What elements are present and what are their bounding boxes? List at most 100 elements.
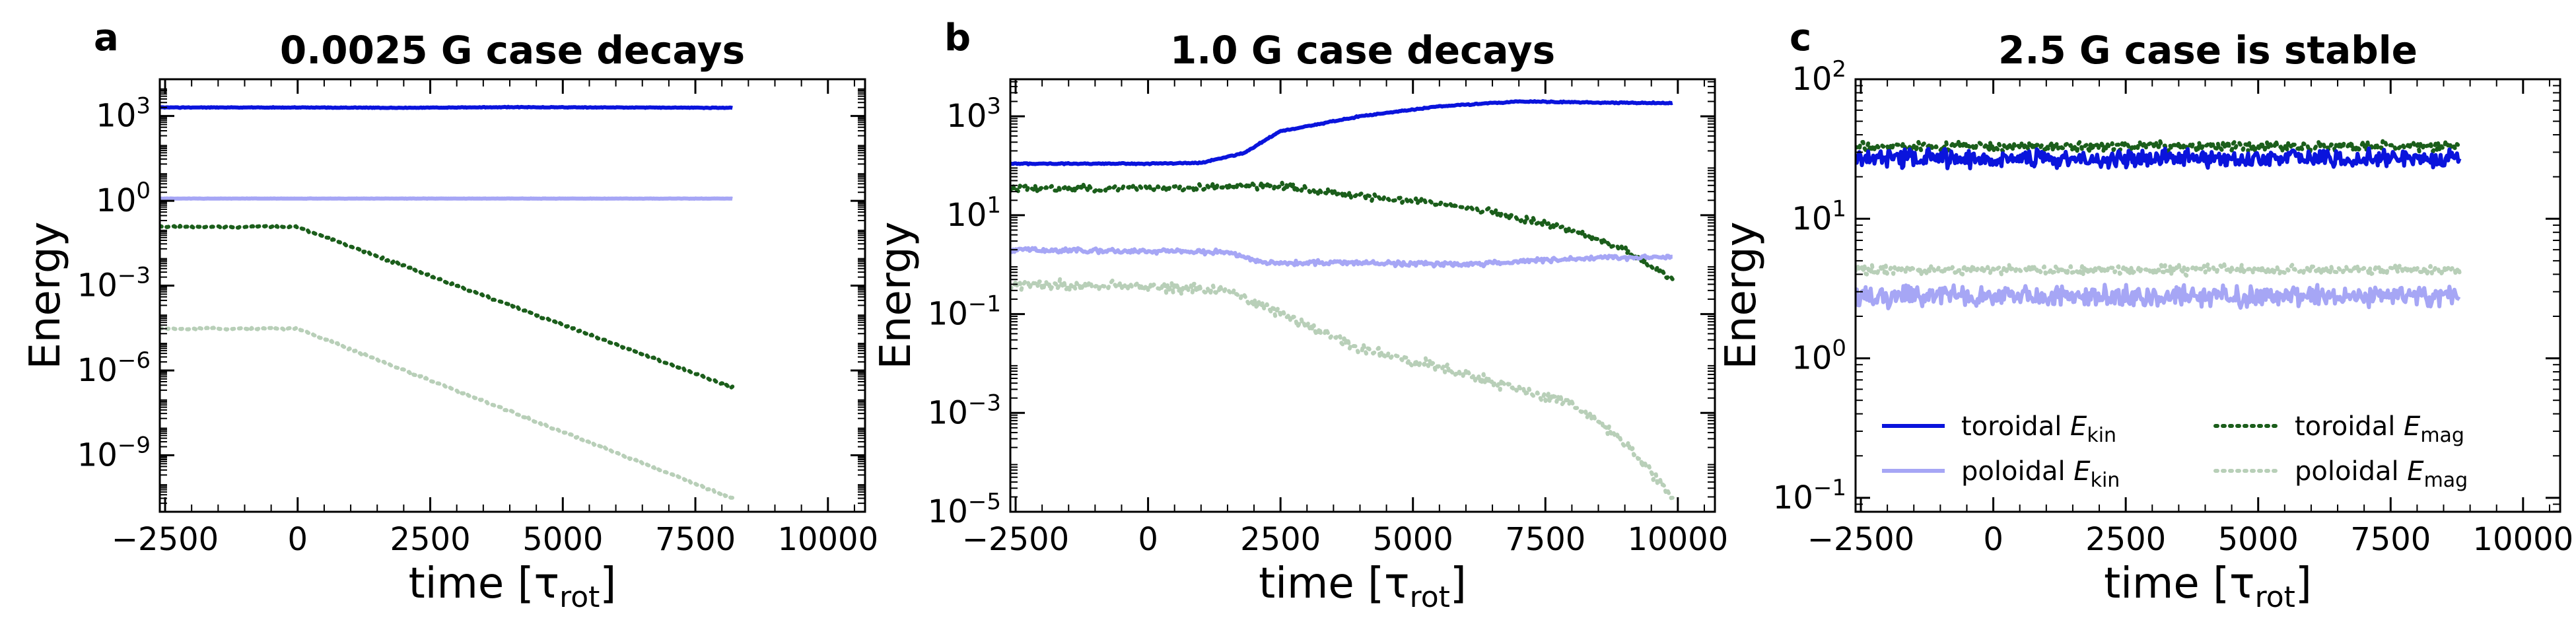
axes-frame: [1009, 78, 1716, 513]
x-tick-label: 7500: [2350, 521, 2431, 558]
x-axis-label-sub: rot: [559, 580, 600, 614]
y-tick-label: 102: [1792, 56, 1846, 98]
y-tick-base: 10: [77, 352, 118, 389]
y-axis-label: Energy: [872, 221, 921, 369]
series-line-poloidal-kin: [1010, 246, 1673, 269]
legend-label-symbol: E: [2070, 411, 2087, 442]
series-line-toroidal-kin: [1856, 146, 2462, 170]
panel-letter: c: [1790, 17, 1811, 59]
x-axis-label: time [τrot]: [2104, 559, 2312, 614]
x-axis-label-close: ]: [2295, 559, 2312, 608]
x-tick-label: 5000: [522, 521, 603, 558]
panel-title: 2.5 G case is stable: [1998, 28, 2418, 73]
x-tick-label: 7500: [655, 521, 736, 558]
y-tick-base: 10: [946, 197, 987, 234]
y-tick-base: 10: [928, 394, 968, 431]
x-axis-label: time [τrot]: [409, 559, 617, 614]
legend-label: toroidal Ekin: [1961, 411, 2116, 447]
x-axis-label-sub: rot: [1410, 580, 1450, 614]
y-tick-exp: 1: [1832, 195, 1846, 222]
x-tick-label: −2500: [1807, 521, 1914, 558]
y-tick-exp: 1: [987, 192, 1001, 219]
y-tick-label: 10−6: [77, 347, 151, 389]
x-tick-label: 10000: [2472, 521, 2573, 558]
legend-label: poloidal Ekin: [1961, 456, 2120, 492]
y-tick-exp: 2: [1832, 56, 1846, 83]
series-line-poloidal-mag: [1010, 277, 1675, 501]
x-tick-label: 5000: [1373, 521, 1453, 558]
y-tick-label: 100: [96, 178, 151, 219]
y-tick-exp: −1: [968, 291, 1001, 318]
y-tick-base: 10: [928, 493, 968, 530]
x-tick-label: −2500: [112, 521, 219, 558]
y-tick-label: 10−3: [77, 263, 151, 304]
x-axis-label-close: ]: [600, 559, 616, 608]
x-tick-label: 0: [1983, 521, 2003, 558]
series-line-poloidal-mag: [160, 326, 735, 500]
x-tick-label: 2500: [1240, 521, 1321, 558]
y-tick-label: 10−1: [1773, 475, 1846, 516]
x-axis-label-close: ]: [1450, 559, 1467, 608]
x-axis-label: time [τrot]: [1259, 559, 1467, 614]
x-tick-label: 5000: [2218, 521, 2299, 558]
y-tick-label: 101: [946, 192, 1001, 234]
y-tick-exp: 3: [987, 93, 1001, 120]
panel-letter: b: [944, 17, 971, 59]
series-group: [1010, 99, 1675, 501]
y-tick-base: 10: [77, 267, 118, 304]
series-line-toroidal-kin: [160, 104, 734, 110]
axes-frame: [158, 78, 866, 513]
legend-label-prefix: poloidal: [1961, 456, 2073, 487]
x-tick-label: 2500: [390, 521, 470, 558]
y-tick-label: 10−3: [928, 390, 1001, 431]
x-tick-label: 0: [1138, 521, 1158, 558]
y-tick-label: 103: [96, 93, 151, 135]
y-tick-label: 10−9: [77, 432, 151, 473]
y-tick-exp: −3: [118, 263, 151, 289]
y-tick-exp: −3: [968, 390, 1001, 416]
x-tick-label: 7500: [1505, 521, 1585, 558]
y-tick-label: 100: [1792, 335, 1846, 377]
legend-label-symbol: E: [2404, 411, 2421, 442]
panel-b: −2500 0 2500 5000 7500 1000010310110−110−310−…: [872, 17, 1728, 614]
panel-title: 0.0025 G case decays: [280, 28, 745, 73]
series-line-poloidal-kin: [160, 196, 734, 201]
y-tick-exp: 3: [136, 93, 151, 120]
y-axis-label: Energy: [1717, 221, 1766, 369]
legend-label-sub: mag: [2424, 469, 2468, 492]
x-tick-label: 0: [288, 521, 308, 558]
legend-label-symbol: E: [2073, 456, 2091, 487]
y-tick-base: 10: [928, 296, 968, 333]
y-tick-label: 103: [946, 93, 1001, 135]
legend-label-sub: kin: [2091, 469, 2120, 492]
y-tick-base: 10: [77, 436, 118, 473]
y-tick-exp: 0: [1832, 335, 1846, 362]
y-tick-exp: 0: [136, 178, 151, 204]
y-tick-exp: −1: [1813, 475, 1846, 501]
legend-label-sub: mag: [2420, 424, 2464, 447]
legend-label-sub: kin: [2087, 424, 2116, 447]
y-tick-label: 10−1: [928, 291, 1001, 333]
series-line-toroidal-mag: [1010, 180, 1675, 281]
y-tick-base: 10: [96, 98, 136, 135]
series-group: [1856, 139, 2462, 310]
y-tick-label: 101: [1792, 195, 1846, 237]
legend-label-prefix: toroidal: [2295, 411, 2404, 442]
y-tick-base: 10: [1773, 479, 1813, 516]
x-tick-label: 2500: [2085, 521, 2166, 558]
panel-title: 1.0 G case decays: [1170, 28, 1555, 73]
series-group: [160, 104, 735, 500]
y-tick-base: 10: [946, 98, 987, 135]
x-tick-label: −2500: [962, 521, 1069, 558]
series-line-toroidal-mag: [160, 223, 735, 390]
x-tick-label: 10000: [1627, 521, 1728, 558]
x-axis-label-main: time [τ: [409, 559, 559, 608]
legend-label-symbol: E: [2407, 456, 2424, 487]
series-line-poloidal-kin: [1856, 283, 2461, 310]
panel-a: −2500 0 2500 5000 7500 1000010310010−310−610−…: [21, 17, 878, 614]
legend-label-prefix: poloidal: [2295, 456, 2407, 487]
y-tick-base: 10: [1792, 200, 1832, 237]
y-tick-label: 10−5: [928, 489, 1001, 530]
